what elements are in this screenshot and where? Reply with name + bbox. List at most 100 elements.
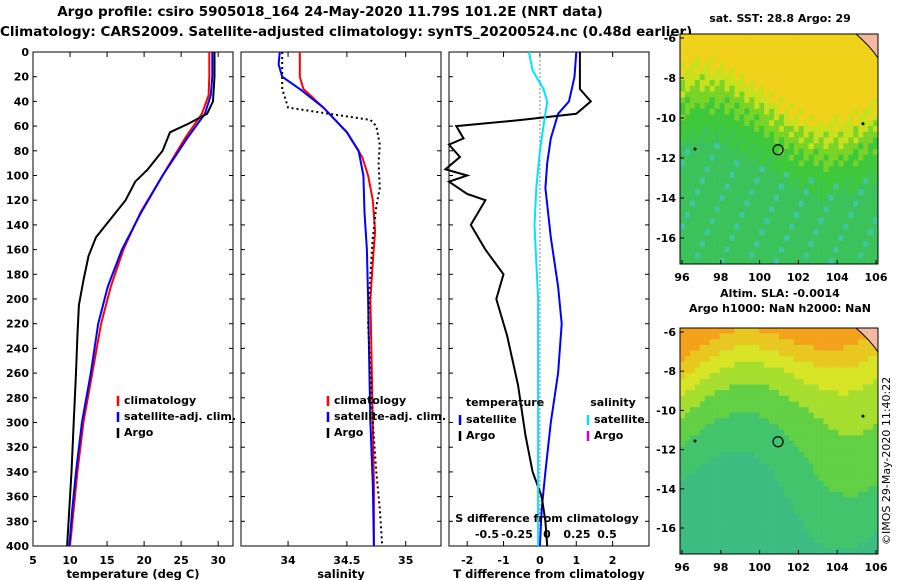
salinity-frame: [240, 51, 442, 547]
sla-xtick-label: 104: [826, 561, 849, 574]
depth-tick-label: 260: [6, 367, 29, 380]
depth-tick-label: 180: [6, 268, 29, 281]
s-axis-tick-label: 0: [543, 528, 551, 541]
sst-xtick-label: 98: [713, 271, 728, 284]
legend-t-label: Argo: [466, 429, 496, 442]
sst-map-grid: [680, 34, 879, 265]
temperature-frame: [32, 51, 234, 547]
salinity-xtick-label: 35: [398, 554, 413, 567]
salinity-series-satellite-adj-clim-: [277, 51, 375, 547]
sst-ytick-label: -10: [656, 112, 676, 125]
temperature-xtick-label: 20: [136, 554, 152, 567]
header-line-2: Climatology: CARS2009. Satellite-adjuste…: [0, 24, 693, 40]
sla-argo-marker: [772, 436, 784, 448]
sst-dot: [693, 147, 697, 151]
depth-tick-label: 200: [6, 293, 29, 306]
legend-t-label: satellite: [466, 413, 517, 426]
sst-ytick-label: -6: [664, 32, 677, 45]
difference-frame: [448, 51, 650, 547]
sst-xtick-label: 106: [865, 271, 888, 284]
salinity-xtick-label: 34: [280, 554, 296, 567]
sla-ytick-label: -10: [656, 404, 676, 417]
temperature-xtick-label: 30: [211, 554, 227, 567]
s-axis-tick-label: 0.25: [563, 528, 590, 541]
legend-temperature-title: temperature: [466, 396, 544, 409]
sla-ytick-label: -8: [664, 365, 676, 378]
sst-xtick-label: 102: [787, 271, 810, 284]
temperature-legend-label: climatology: [124, 394, 196, 407]
sla-xtick-label: 100: [748, 561, 771, 574]
depth-tick-label: 0: [21, 46, 29, 59]
sla-ytick-label: -14: [656, 483, 676, 496]
sst-xtick-label: 104: [826, 271, 849, 284]
legend-s-label: Argo: [594, 429, 624, 442]
salinity-xtick-label: 34.5: [333, 554, 360, 567]
sla-dot: [693, 439, 697, 443]
difference-xtick-label: 0: [536, 554, 544, 567]
salinity-legend-label: satellite-adj. clim.: [334, 410, 446, 423]
s-axis-tick-label: 0.5: [597, 528, 617, 541]
sla-map-grid: [680, 328, 879, 555]
difference-xtick-label: -1: [497, 554, 509, 567]
legend-s-label: satellite: [594, 413, 645, 426]
depth-tick-label: 40: [14, 95, 30, 108]
depth-tick-label: 80: [14, 145, 30, 158]
temperature-legend-label: Argo: [124, 426, 154, 439]
salinity-series-argo: [281, 52, 384, 547]
depth-tick-label: 240: [6, 342, 29, 355]
temperature-xtick-label: 5: [29, 554, 37, 567]
depth-tick-label: 280: [6, 392, 29, 405]
difference-xtick-label: 2: [609, 554, 617, 567]
difference-series-t-satellite: [538, 51, 578, 547]
sst-ytick-label: -12: [656, 152, 676, 165]
sla-ytick-label: -6: [664, 326, 677, 339]
sla-xtick-label: 106: [865, 561, 888, 574]
depth-tick-label: 320: [6, 441, 29, 454]
salinity-xlabel: salinity: [317, 567, 365, 580]
sla-dot: [861, 414, 865, 418]
header-line-1: Argo profile: csiro 5905018_164 24-May-2…: [57, 4, 603, 20]
temperature-legend-label: satellite-adj. clim.: [124, 410, 236, 423]
sst-ytick-label: -14: [656, 192, 676, 205]
difference-xlabel: T difference from climatology: [453, 567, 645, 580]
depth-tick-label: 120: [6, 194, 29, 207]
sla-ytick-label: -16: [656, 522, 676, 535]
sst-xtick-label: 100: [748, 271, 771, 284]
depth-tick-label: 380: [6, 515, 29, 528]
temperature-series-argo: [66, 52, 216, 547]
sla-ytick-label: -12: [656, 444, 676, 457]
sla-xtick-label: 102: [787, 561, 810, 574]
imos-credit: ©IMOS 29-May-2020 11:40:22: [880, 376, 893, 545]
depth-tick-label: 100: [6, 170, 29, 183]
sla-map-subtitle: Argo h1000: NaN h2000: NaN: [688, 302, 872, 315]
sst-ytick-label: -8: [664, 72, 676, 85]
temperature-xtick-label: 25: [173, 554, 188, 567]
depth-tick-label: 400: [6, 540, 29, 553]
depth-tick-label: 20: [14, 71, 30, 84]
difference-series-s-satellite: [528, 51, 549, 546]
depth-tick-label: 220: [6, 318, 29, 331]
depth-tick-label: 160: [6, 244, 29, 257]
depth-tick-label: 140: [6, 219, 29, 232]
s-axis-tick-label: -0.5: [475, 528, 499, 541]
s-axis-tick-label: -0.25: [501, 528, 533, 541]
legend-salinity-title: salinity: [590, 396, 636, 409]
sst-xtick-label: 96: [674, 271, 690, 284]
depth-tick-label: 360: [6, 491, 29, 504]
sst-dot: [861, 122, 865, 126]
sst-argo-marker: [772, 144, 784, 156]
sla-xtick-label: 96: [674, 561, 690, 574]
sst-map-frame: [679, 33, 879, 265]
sst-map-title: sat. SST: 28.8 Argo: 29: [709, 12, 851, 25]
sla-map-frame: [679, 327, 879, 555]
difference-xtick-label: 1: [572, 554, 580, 567]
temperature-xtick-label: 15: [99, 554, 114, 567]
salinity-legend-label: climatology: [334, 394, 406, 407]
temperature-series-satellite-adj-clim-: [68, 52, 214, 547]
s-axis-label: S difference from climatology: [455, 512, 639, 525]
depth-tick-label: 340: [6, 466, 29, 479]
sla-map-title: Altim. SLA: -0.0014: [720, 287, 840, 300]
temperature-xtick-label: 10: [62, 554, 78, 567]
depth-tick-label: 60: [14, 120, 30, 133]
